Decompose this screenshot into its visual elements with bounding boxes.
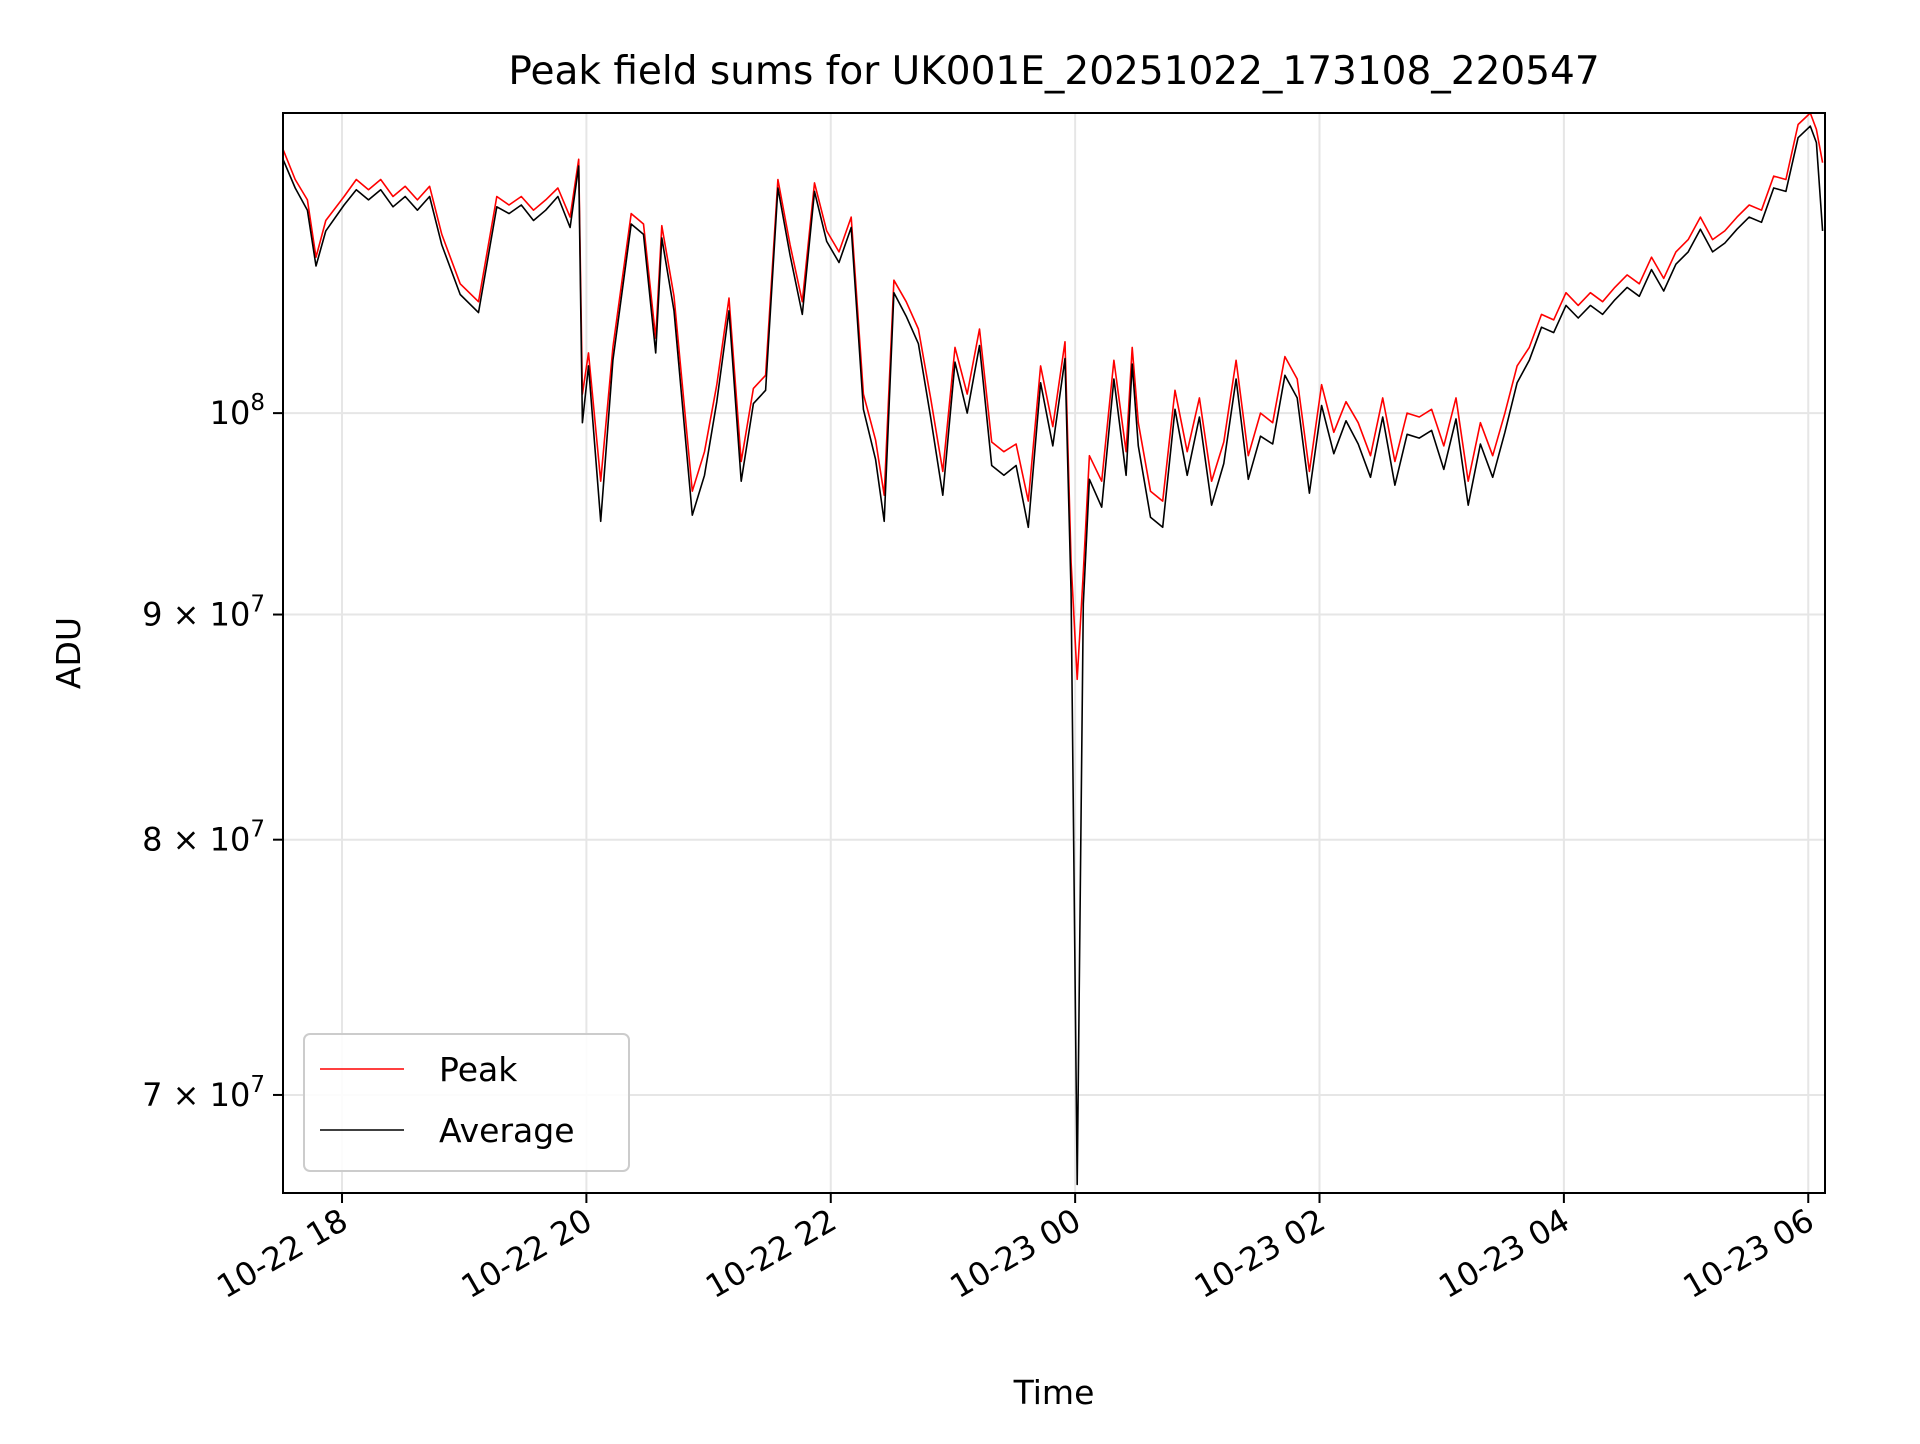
x-axis-label: Time (1013, 1373, 1095, 1412)
x-tick-label: 10-23 02 (1188, 1201, 1332, 1306)
x-tick-label: 10-23 04 (1432, 1201, 1576, 1306)
x-tick-label: 10-22 22 (699, 1201, 843, 1306)
grid-layer (283, 113, 1825, 1193)
y-tick-label: 7 × 107 (142, 1072, 265, 1114)
x-tick-label: 10-22 20 (455, 1201, 599, 1306)
y-tick-label: 108 (210, 390, 265, 432)
series-layer (282, 112, 1824, 1186)
x-tick-label: 10-22 18 (210, 1201, 354, 1306)
legend: Peak Average (303, 1033, 630, 1172)
x-tick-label: 10-23 06 (1677, 1201, 1821, 1306)
chart-title: Peak field sums for UK001E_20251022_1731… (508, 49, 1599, 94)
axes-frame (282, 112, 1826, 1194)
y-ticks: 7 × 107 8 × 107 9 × 107 108 (142, 390, 283, 1114)
x-ticks: 10-22 18 10-22 20 10-22 22 10-23 00 10-23 02… (210, 1193, 1820, 1306)
series-line-average (282, 125, 1824, 1186)
x-tick-label: 10-23 00 (944, 1201, 1088, 1306)
legend-label-average: Average (439, 1111, 575, 1150)
legend-label-peak: Peak (439, 1050, 518, 1089)
y-tick-label: 8 × 107 (142, 817, 265, 859)
series-line-peak (282, 112, 1824, 681)
y-axis-label: ADU (49, 617, 88, 689)
y-tick-label: 9 × 107 (142, 592, 265, 634)
